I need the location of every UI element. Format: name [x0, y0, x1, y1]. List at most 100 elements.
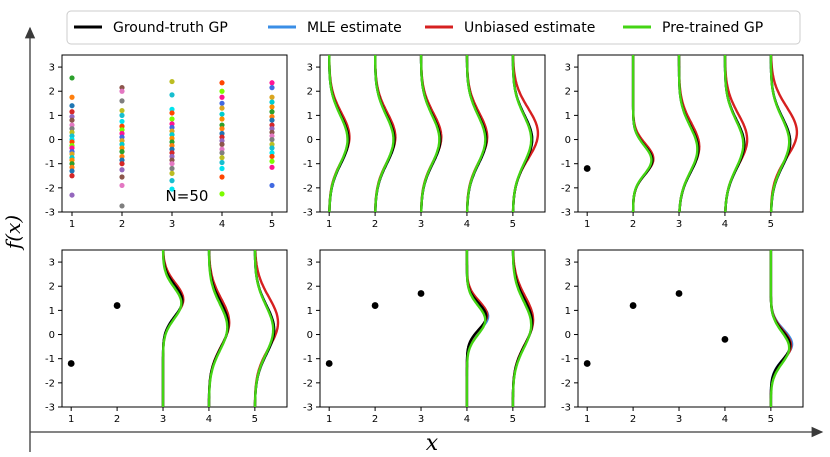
panel-frame: [577, 249, 804, 408]
panel-frame: [319, 249, 546, 408]
x-tick-label: 5: [510, 414, 516, 425]
sample-point: [69, 117, 75, 123]
y-tick-label: -2: [561, 378, 571, 389]
sample-point: [269, 109, 275, 115]
sample-point: [119, 167, 125, 173]
sample-point: [269, 99, 275, 105]
sample-point: [119, 118, 125, 125]
sample-point: [169, 124, 175, 131]
observed-point: [675, 290, 683, 297]
y-tick-label: 0: [565, 330, 571, 341]
panel-frame: [61, 249, 288, 408]
sample-point: [219, 155, 225, 161]
sample-point: [69, 161, 75, 167]
y-tick-label: -3: [45, 208, 55, 219]
sample-point: [119, 203, 125, 209]
sample-point: [69, 139, 75, 145]
y-tick-label: -2: [561, 183, 571, 194]
y-tick-label: 1: [49, 306, 55, 317]
panel-top-middle: 1 2 3 4 5 -3 -2 -1 0 1 2 3: [303, 54, 546, 230]
y-tick-label: -3: [303, 403, 313, 414]
sample-point: [269, 104, 275, 110]
y-tick-label: -1: [45, 354, 55, 365]
sample-point: [269, 113, 275, 120]
sample-point: [69, 192, 75, 198]
y-tick-label: -1: [45, 159, 55, 170]
x-tick-label: 2: [119, 219, 125, 230]
sample-point: [69, 168, 75, 174]
sample-point: [69, 113, 75, 120]
plot-area: [325, 250, 535, 407]
x-tick-label: 1: [326, 219, 332, 230]
x-tick-label: 5: [269, 219, 275, 230]
y-tick-label: -2: [303, 183, 313, 194]
density-curve: [631, 55, 653, 212]
sample-point: [69, 157, 75, 163]
sample-point: [119, 138, 125, 144]
y-tick-label: 2: [307, 87, 313, 98]
sample-point: [119, 123, 125, 129]
x-tick-label: 3: [676, 219, 682, 230]
y-tick-label: 3: [49, 258, 55, 269]
observed-point: [629, 302, 637, 309]
plot-area: [67, 250, 280, 407]
sample-point: [219, 126, 225, 132]
sample-point: [219, 100, 225, 106]
y-tick-label: 0: [307, 135, 313, 146]
sample-point: [119, 130, 125, 137]
x-tick-label: 4: [206, 414, 212, 425]
x-tick-label: 5: [768, 219, 774, 230]
y-tick-label: 1: [307, 306, 313, 317]
sample-point: [219, 174, 225, 180]
x-tick-label: 4: [219, 219, 225, 230]
panel-top-right: 1 2 3 4 5 -3 -2 -1 0 1 2 3: [561, 54, 804, 230]
legend-label-mle: MLE estimate: [307, 20, 402, 36]
sample-point: [219, 138, 225, 144]
y-tick-label: 0: [49, 330, 55, 341]
y-tick-label: 1: [49, 111, 55, 122]
sample-point: [119, 157, 125, 163]
sample-point: [119, 85, 125, 91]
y-tick-label: -3: [561, 403, 571, 414]
sample-point: [119, 145, 125, 151]
panel-top-left: 1 2 3 4 5 -3 -2 -1 0 1 2 3 N=50: [45, 54, 288, 230]
legend-label-unbiased: Unbiased estimate: [464, 20, 595, 36]
y-tick-label: 0: [49, 135, 55, 146]
observed-point: [417, 290, 425, 297]
sample-point: [119, 141, 125, 147]
observed-point: [583, 165, 591, 172]
y-tick-label: 2: [49, 282, 55, 293]
x-tick-label: 4: [464, 219, 470, 230]
sample-point: [69, 103, 75, 109]
sample-point: [269, 145, 275, 151]
legend-item-pretrained: Pre-trained GP: [623, 20, 763, 36]
sample-point: [169, 157, 175, 163]
density-curve: [207, 250, 229, 407]
x-tick-label: 1: [69, 219, 75, 230]
panel-bottom-left: 1 2 3 4 5 -3 -2 -1 0 1 2 3: [45, 249, 288, 425]
y-tick-label: -3: [303, 208, 313, 219]
x-tick-label: 4: [722, 414, 728, 425]
x-tick-label: 4: [464, 414, 470, 425]
sample-point: [169, 146, 175, 152]
sample-point: [219, 80, 225, 86]
observed-point: [67, 360, 75, 367]
density-curve: [465, 250, 487, 407]
sample-point: [219, 94, 225, 100]
y-tick-label: 2: [307, 282, 313, 293]
sample-point: [169, 139, 175, 145]
sample-point: [269, 94, 275, 100]
legend-item-ground-truth: Ground-truth GP: [74, 20, 228, 36]
sample-point: [69, 129, 75, 135]
sample-point: [119, 134, 125, 140]
density-curve: [511, 250, 533, 407]
y-tick-label: 2: [49, 87, 55, 98]
x-tick-label: 2: [372, 219, 378, 230]
sample-point: [219, 146, 225, 152]
density-curve: [769, 55, 791, 212]
legend: Ground-truth GP MLE estimate Unbiased es…: [66, 10, 801, 45]
observed-point: [721, 335, 729, 343]
panel-bottom-middle: 1 2 3 4 5 -3 -2 -1 0 1 2 3: [303, 249, 546, 425]
x-tick-label: 1: [584, 219, 590, 230]
sample-point: [269, 126, 275, 132]
